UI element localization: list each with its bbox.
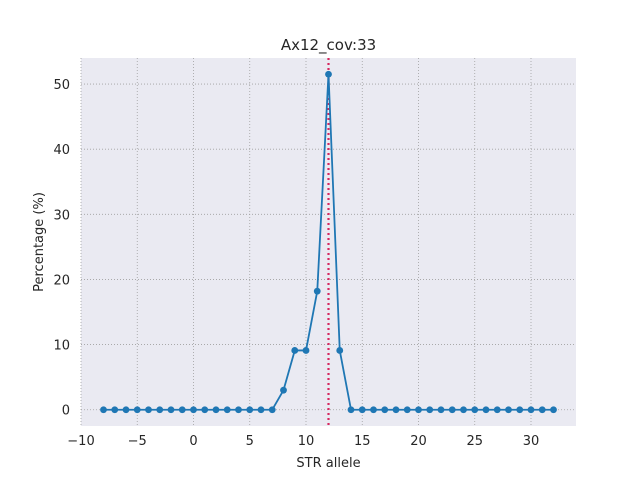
data-point xyxy=(325,70,332,78)
y-axis-ticks: 0 10 20 30 40 50 xyxy=(53,78,70,419)
data-point xyxy=(167,406,175,414)
x-axis-label: STR allele xyxy=(296,456,360,471)
data-point xyxy=(415,406,422,414)
data-point xyxy=(538,406,546,414)
chart-title: Ax12_cov:33 xyxy=(281,36,376,55)
x-tick-label: 20 xyxy=(410,434,427,449)
data-point xyxy=(302,347,310,354)
data-point xyxy=(156,406,164,414)
data-point xyxy=(460,406,467,414)
x-tick-label: 30 xyxy=(523,434,540,449)
data-point xyxy=(122,406,130,414)
data-point xyxy=(505,406,512,414)
data-point xyxy=(381,406,389,414)
x-tick-label: 5 xyxy=(246,434,254,449)
y-tick-label: 50 xyxy=(53,78,70,93)
y-axis-label: Percentage (%) xyxy=(32,192,47,292)
data-point xyxy=(347,406,355,414)
data-point xyxy=(550,406,557,414)
data-point xyxy=(111,406,119,414)
data-point xyxy=(392,406,400,414)
data-point xyxy=(280,386,287,394)
data-point xyxy=(527,406,535,414)
data-point xyxy=(426,406,434,414)
data-point xyxy=(100,406,107,414)
data-point xyxy=(133,406,141,414)
y-tick-label: 10 xyxy=(53,339,70,354)
data-point xyxy=(246,406,254,414)
data-point xyxy=(516,406,524,414)
data-point xyxy=(336,347,344,354)
data-point xyxy=(235,406,242,414)
data-point xyxy=(437,406,445,414)
x-tick-label: −10 xyxy=(67,434,94,449)
data-point xyxy=(403,406,411,414)
grid xyxy=(80,58,576,426)
data-point xyxy=(201,406,209,414)
x-tick-label: 15 xyxy=(354,434,371,449)
data-point xyxy=(493,406,501,414)
data-point xyxy=(291,347,299,354)
series-layer xyxy=(100,70,557,414)
y-tick-label: 40 xyxy=(53,143,70,158)
data-point xyxy=(145,406,152,414)
data-point xyxy=(268,406,276,414)
x-tick-label: 0 xyxy=(189,434,197,449)
data-point xyxy=(190,406,197,414)
data-point xyxy=(313,287,321,295)
y-tick-label: 20 xyxy=(53,273,70,288)
y-tick-label: 0 xyxy=(62,404,70,419)
data-point xyxy=(370,406,377,414)
data-point xyxy=(482,406,490,414)
x-tick-label: −5 xyxy=(128,434,147,449)
data-point xyxy=(257,406,265,414)
data-point xyxy=(178,406,186,414)
data-point xyxy=(471,406,479,414)
y-tick-label: 30 xyxy=(53,208,70,223)
data-point xyxy=(448,406,456,414)
x-axis-ticks: −10 −5 0 5 10 15 20 25 30 xyxy=(67,434,539,449)
data-point xyxy=(358,406,366,414)
x-tick-label: 25 xyxy=(466,434,483,449)
data-point xyxy=(212,406,220,414)
x-tick-label: 10 xyxy=(298,434,315,449)
data-point xyxy=(223,406,231,414)
